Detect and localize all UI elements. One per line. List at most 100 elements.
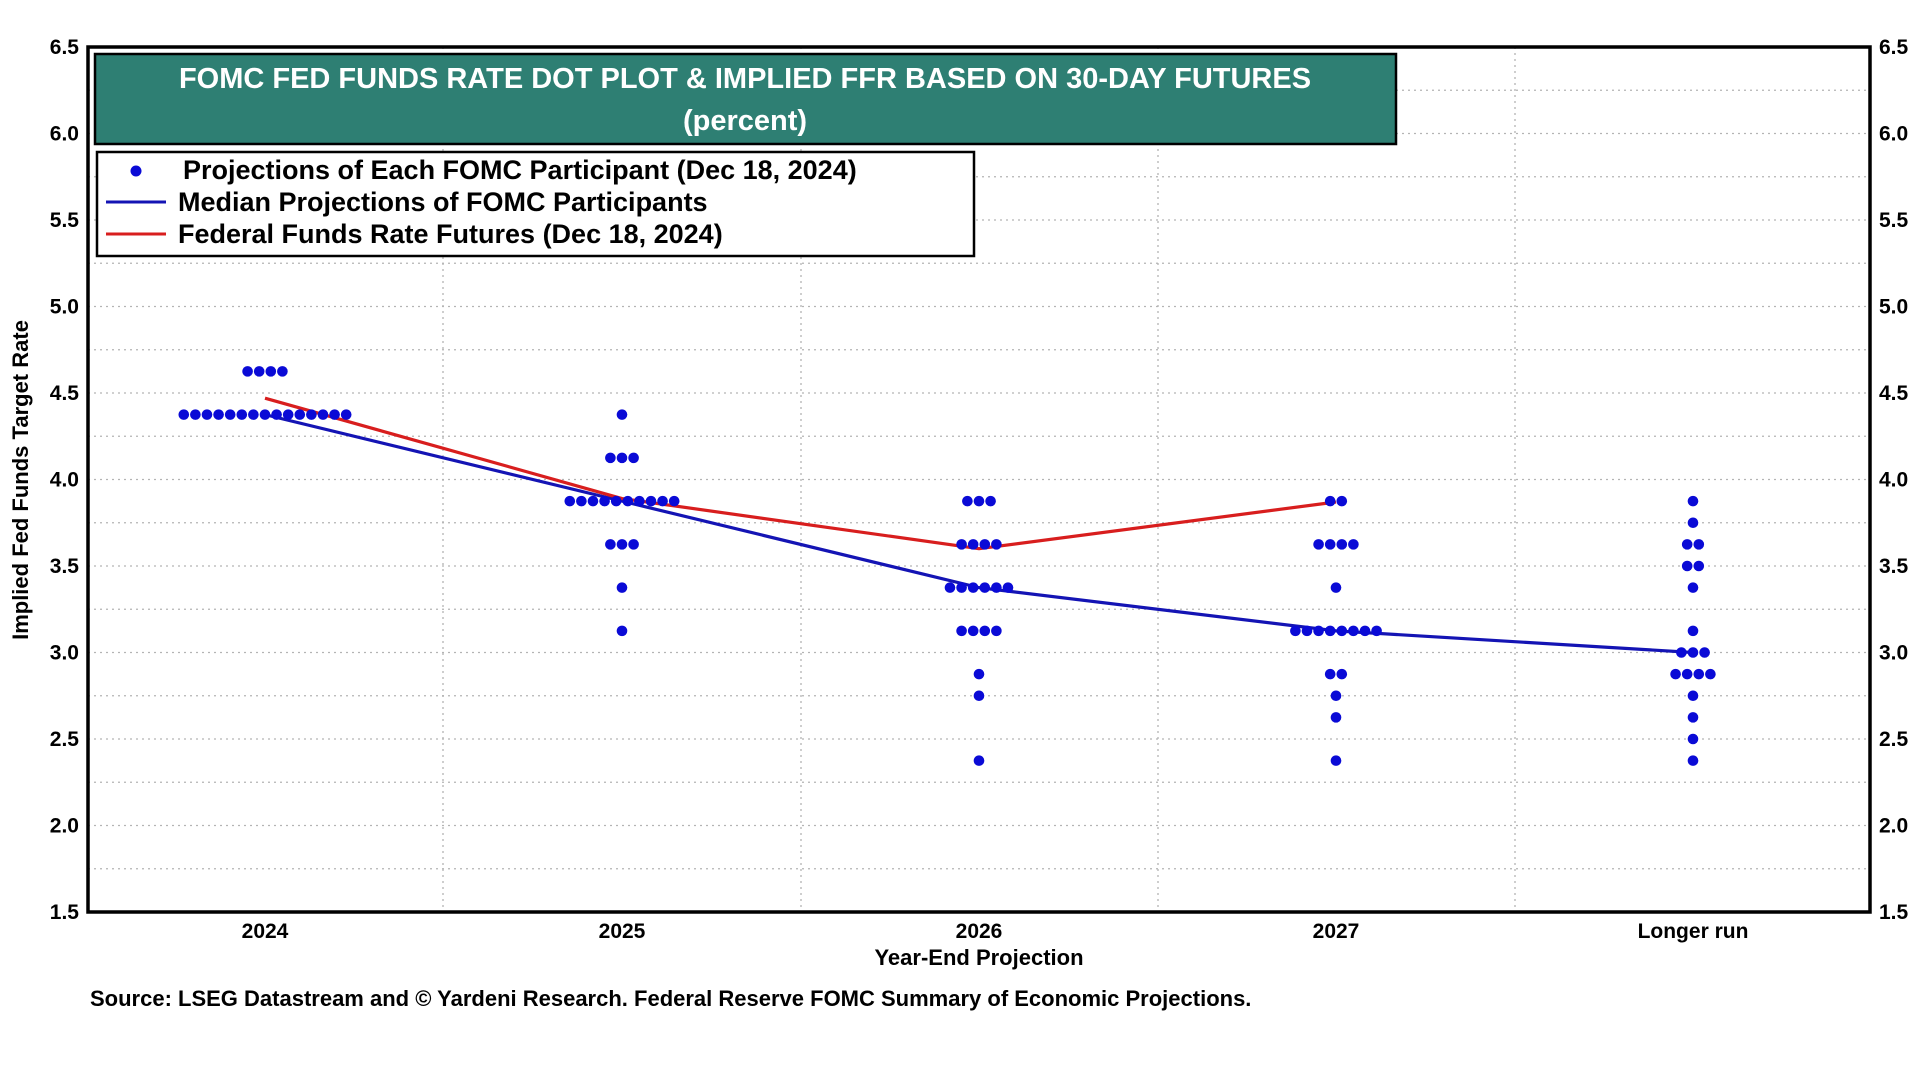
participant-dot <box>967 582 979 593</box>
series-lines <box>264 396 1694 655</box>
participant-dot <box>1336 495 1348 507</box>
x-tick-label: Longer run <box>1638 920 1749 943</box>
participant-dot <box>1693 668 1705 680</box>
y-tick-label-left: 1.5 <box>50 901 80 924</box>
participant-dot <box>1348 539 1359 550</box>
x-tick-label: 2025 <box>599 920 646 943</box>
participant-dot <box>294 409 306 420</box>
y-tick-label-left: 3.5 <box>50 555 80 578</box>
fed-funds-futures-line <box>264 396 1337 551</box>
participant-dot <box>1676 647 1687 658</box>
participant-dot <box>973 495 985 507</box>
participant-dot <box>979 539 991 550</box>
participant-dot <box>340 409 352 420</box>
participant-dot <box>962 495 973 507</box>
y-tick-label-left: 5.0 <box>50 296 79 319</box>
participant-dot <box>1687 712 1699 723</box>
participant-dot <box>1002 582 1014 593</box>
legend-dot-marker <box>130 165 142 177</box>
participant-dot <box>616 452 628 464</box>
participant-dot <box>1324 495 1336 507</box>
y-axis-left: 1.5 2.0 2.5 3.0 3.5 4.0 4.5 5.0 5.5 6.0 6.5 <box>50 36 80 924</box>
participant-dot <box>956 539 967 550</box>
participant-dot <box>1348 625 1359 637</box>
participant-dot <box>985 495 996 507</box>
participant-dots <box>178 366 1716 766</box>
y-tick-label-left: 3.0 <box>50 642 79 665</box>
y-tick-label-left: 6.0 <box>50 123 79 146</box>
participant-dot <box>1693 539 1705 550</box>
participant-dot <box>1687 647 1699 658</box>
title-background <box>93 52 1398 146</box>
participant-dot <box>1301 625 1313 637</box>
participant-dot <box>991 539 1002 550</box>
participant-dot <box>329 409 340 420</box>
participant-dot <box>668 495 680 507</box>
participant-dot <box>1336 539 1348 550</box>
participant-dot <box>657 495 668 507</box>
y-tick-label-right: 1.5 <box>1879 901 1909 924</box>
participant-dot <box>1330 690 1342 702</box>
participant-dot <box>979 582 991 593</box>
x-tick-label: 2027 <box>1313 920 1360 943</box>
participant-dot <box>973 668 985 680</box>
y-tick-label-right: 5.0 <box>1879 296 1908 319</box>
y-axis-right: 1.5 2.0 2.5 3.0 3.5 4.0 4.5 5.0 5.5 6.0 6.5 <box>1879 36 1909 924</box>
x-tick-label: 2024 <box>242 920 289 943</box>
participant-dot <box>1705 668 1716 680</box>
x-tick-label: 2026 <box>956 920 1003 943</box>
participant-dot <box>1681 560 1693 572</box>
participant-dot <box>1330 755 1342 766</box>
participant-dot <box>1324 625 1336 637</box>
participant-dot <box>610 495 622 507</box>
participant-dot <box>253 366 265 377</box>
participant-dot <box>1687 517 1699 529</box>
y-tick-label-right: 6.5 <box>1879 36 1909 59</box>
participant-dot <box>956 582 967 593</box>
participant-dot <box>991 582 1002 593</box>
participant-dot <box>1681 668 1693 680</box>
participant-dot <box>622 495 634 507</box>
participant-dot <box>645 495 657 507</box>
participant-dot <box>1330 712 1342 723</box>
participant-dot <box>1290 625 1301 637</box>
participant-dot <box>956 625 967 637</box>
participant-dot <box>587 495 599 507</box>
legend-box <box>95 150 976 258</box>
x-axis: 2024 2025 2026 2027 Longer run <box>242 920 1749 943</box>
participant-dot <box>282 409 294 420</box>
y-tick-label-right: 2.0 <box>1879 815 1908 838</box>
participant-dot <box>634 495 645 507</box>
participant-dot <box>178 409 190 420</box>
participant-dot <box>973 755 985 766</box>
legend-label-projections: Projections of Each FOMC Participant (De… <box>183 155 857 185</box>
legend: Projections of Each FOMC Participant (De… <box>95 150 976 258</box>
participant-dot <box>277 366 288 377</box>
participant-dot <box>1687 495 1699 507</box>
participant-dot <box>1371 625 1382 637</box>
participant-dot <box>1670 668 1681 680</box>
participant-dot <box>967 539 979 550</box>
participant-dot <box>616 582 628 593</box>
participant-dot <box>1687 625 1699 637</box>
y-tick-label-left: 6.5 <box>50 36 80 59</box>
participant-dot <box>1336 668 1348 680</box>
participant-dot <box>605 452 616 464</box>
participant-dot <box>271 409 282 420</box>
y-tick-label-left: 2.0 <box>50 815 79 838</box>
participant-dot <box>224 409 236 420</box>
participant-dot <box>1687 733 1699 745</box>
y-tick-label-right: 3.5 <box>1879 555 1909 578</box>
participant-dot <box>248 409 259 420</box>
participant-dot <box>967 625 979 637</box>
participant-dot <box>1693 560 1705 572</box>
y-tick-label-left: 4.5 <box>50 382 80 405</box>
participant-dot <box>1359 625 1371 637</box>
y-tick-label-right: 4.0 <box>1879 469 1908 492</box>
participant-dot <box>201 409 213 420</box>
participant-dot <box>306 409 317 420</box>
participant-dot <box>628 452 639 464</box>
participant-dot <box>991 625 1002 637</box>
y-axis-title: Implied Fed Funds Target Rate <box>8 320 33 640</box>
